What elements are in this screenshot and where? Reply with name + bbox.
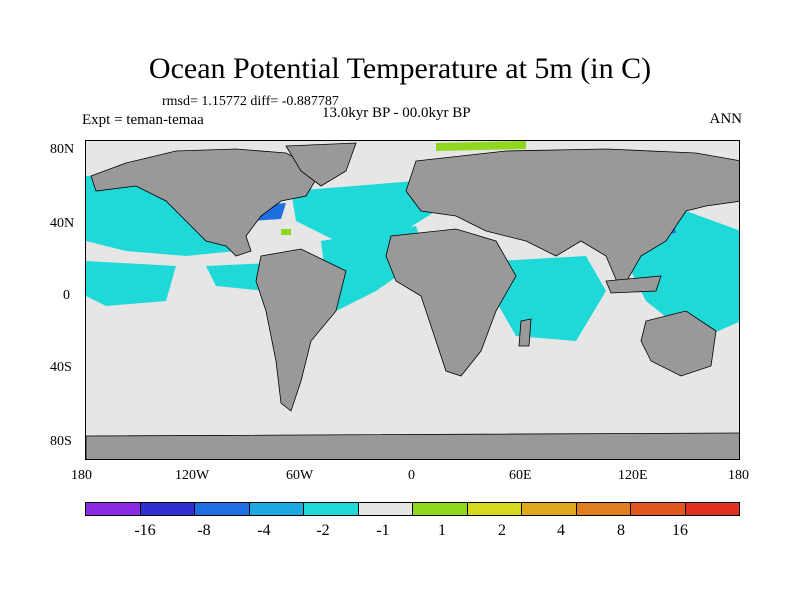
experiment-label: Expt = teman-temaa	[82, 112, 204, 128]
east-pacific-band	[86, 261, 176, 306]
colorbar-swatch-12	[685, 503, 739, 515]
colorbar-swatch-2	[140, 503, 195, 515]
lon-label-0: 0	[408, 468, 415, 483]
australia	[640, 310, 717, 377]
lon-label-180w: 180	[71, 468, 92, 483]
north-atlantic-band	[291, 181, 436, 241]
warm-anomaly-regions	[281, 141, 526, 235]
colorbar-swatch-6	[358, 503, 413, 515]
colorbar-label: 16	[672, 522, 688, 539]
lat-label-0: 0	[63, 288, 70, 303]
lon-label-120e: 120E	[618, 468, 648, 483]
colorbar-swatch-9	[522, 503, 577, 515]
lat-label-40n: 40N	[50, 216, 75, 231]
indian-ocean-band	[496, 256, 606, 341]
colorbar-swatch-10	[576, 503, 631, 515]
lon-label-60e: 60E	[509, 468, 532, 483]
colorbar-label: -1	[376, 522, 390, 539]
colorbar-swatch-11	[631, 503, 686, 515]
madagascar	[518, 318, 532, 347]
antarctica	[86, 432, 739, 459]
period-label: 13.0kyr BP - 00.0kyr BP	[322, 105, 471, 121]
lat-label-80n: 80N	[50, 142, 75, 157]
colorbar-swatch-1	[86, 503, 141, 515]
colorbar-label: 2	[498, 522, 506, 539]
europe-asia	[405, 148, 739, 292]
colorbar-label: 1	[438, 522, 446, 539]
atlantic-warm-spot	[281, 229, 291, 235]
indonesia	[605, 275, 662, 294]
colorbar-swatch-4	[249, 503, 304, 515]
land-masses	[86, 142, 739, 459]
colorbar-label: 4	[557, 522, 565, 539]
lon-label-60w: 60W	[286, 468, 314, 483]
colorbar-label: 8	[617, 522, 625, 539]
map-svg	[86, 141, 739, 459]
greenland	[285, 142, 357, 187]
colorbar-label: -2	[316, 522, 330, 539]
lat-label-40s: 40S	[50, 360, 72, 375]
lon-label-120w: 120W	[175, 468, 210, 483]
colorbar-label: -16	[134, 522, 156, 539]
stats-text: rmsd= 1.15772 diff= -0.887787	[162, 94, 339, 109]
lon-label-180e: 180	[728, 468, 749, 483]
world-map	[85, 140, 740, 460]
colorbar-swatch-3	[195, 503, 250, 515]
colorbar-label: -8	[197, 522, 211, 539]
arctic-warm-spot	[436, 141, 526, 151]
season-label: ANN	[709, 111, 743, 127]
lat-label-80s: 80S	[50, 434, 72, 449]
south-america	[255, 248, 347, 412]
colorbar-swatch-5	[304, 503, 359, 515]
colorbar-label: -4	[257, 522, 271, 539]
africa	[385, 228, 517, 377]
colorbar	[85, 502, 740, 516]
map-title: Ocean Potential Temperature at 5m (in C)	[148, 52, 652, 85]
colorbar-swatch-7	[413, 503, 468, 515]
colorbar-swatch-8	[467, 503, 522, 515]
north-america	[90, 148, 322, 257]
